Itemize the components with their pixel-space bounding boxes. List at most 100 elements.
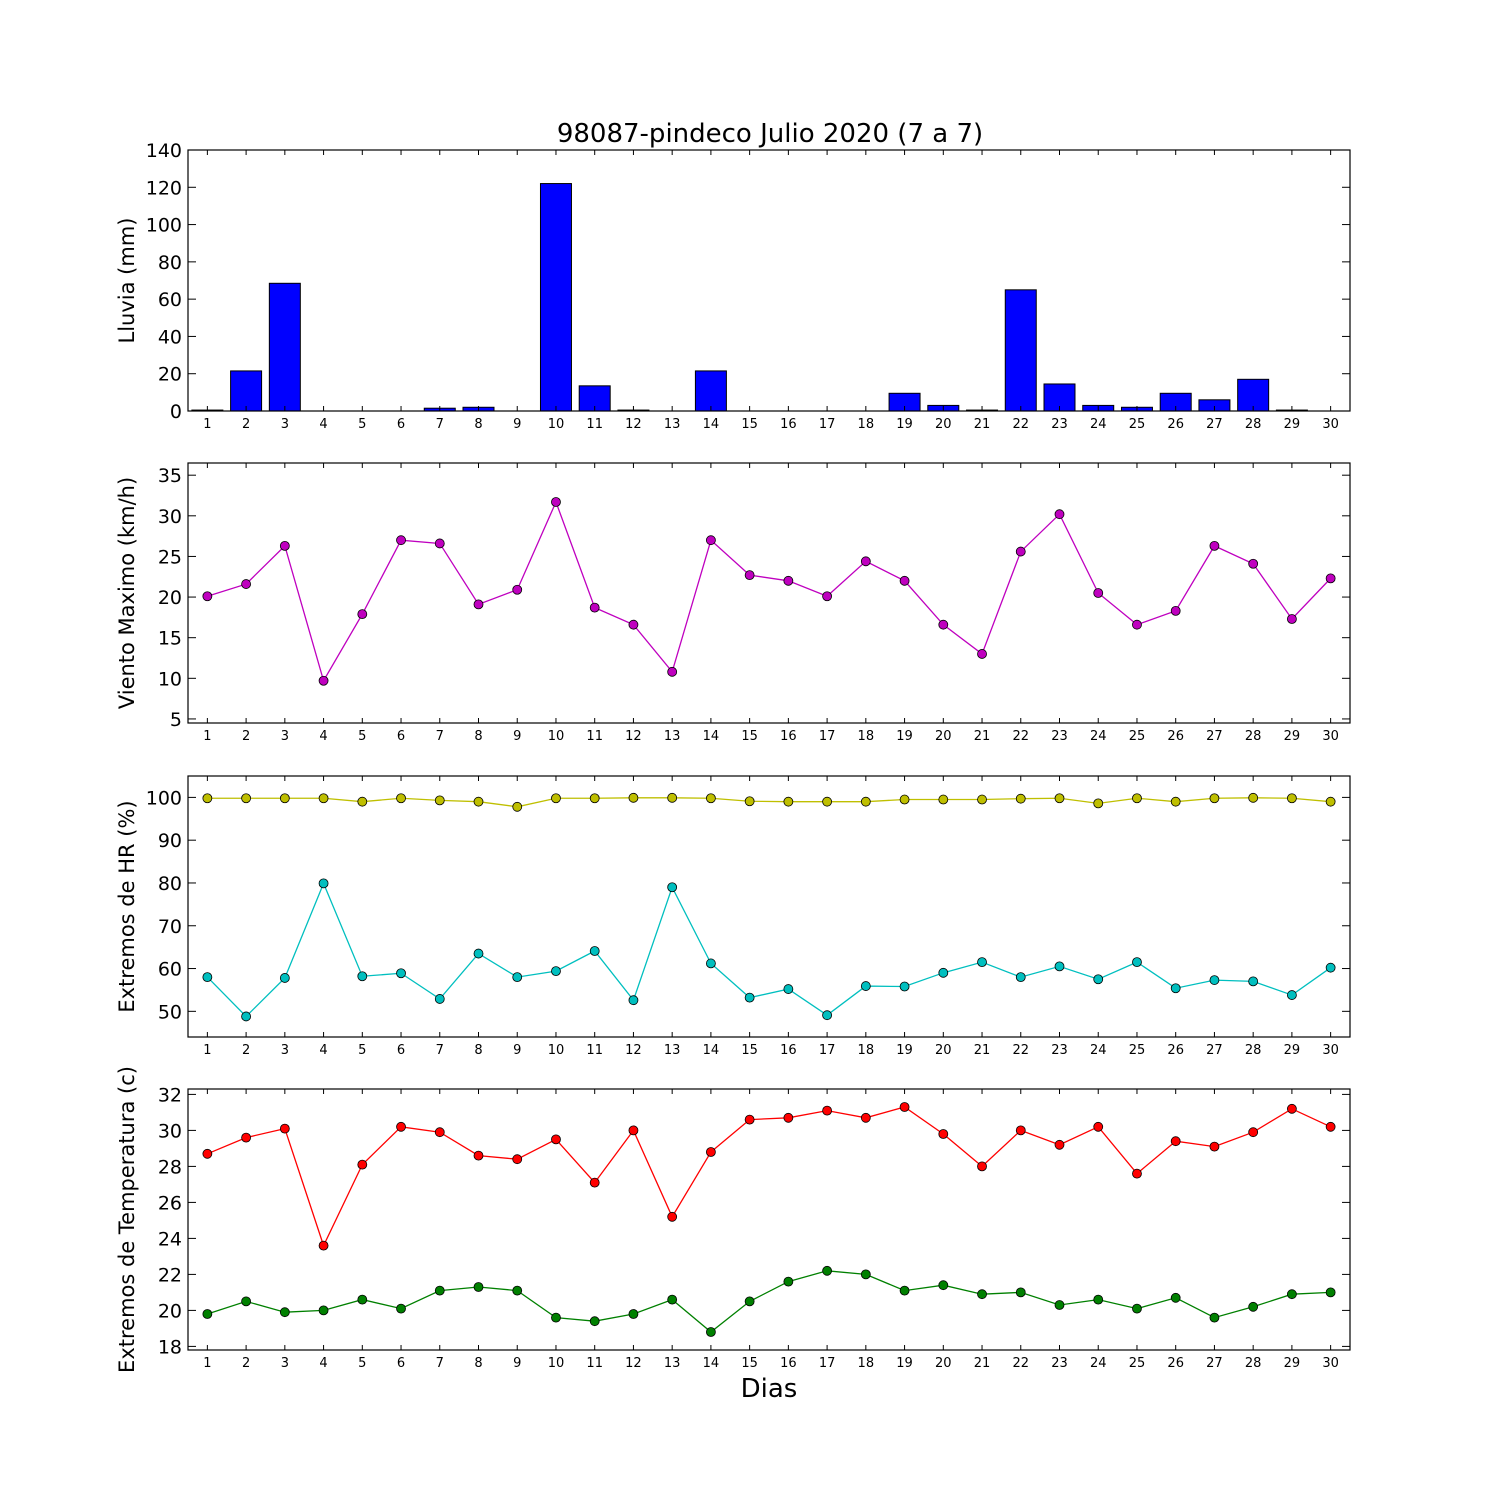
- y-tick-label: 50: [158, 1001, 182, 1023]
- x-tick-label: 7: [436, 1356, 444, 1371]
- x-tick-label: 11: [586, 417, 603, 432]
- point-4-2-day-11: [589, 1316, 600, 1327]
- axes-frame: [187, 1088, 1351, 1351]
- point-3-1-day-12: [628, 792, 639, 803]
- point-3-2-day-2: [241, 1011, 252, 1022]
- x-tick-label: 17: [819, 729, 836, 744]
- x-tick-label: 18: [858, 729, 875, 744]
- x-tick-label: 6: [397, 417, 405, 432]
- x-tick-label: 16: [780, 729, 797, 744]
- x-tick-label: 8: [474, 1356, 482, 1371]
- point-4-1-day-19: [899, 1102, 910, 1112]
- series-line-4-1: [207, 1106, 1331, 1248]
- y-tick-label: 18: [158, 1336, 182, 1358]
- x-tick-label: 16: [780, 1043, 797, 1058]
- x-tick-label: 3: [281, 729, 289, 744]
- point-2-1-day-22: [1015, 546, 1026, 557]
- x-tick-label: 5: [358, 1043, 366, 1058]
- x-tick-label: 14: [703, 1356, 720, 1371]
- point-4-2-day-28: [1248, 1301, 1259, 1312]
- point-4-1-day-29: [1287, 1103, 1297, 1114]
- point-4-1-day-18: [860, 1112, 871, 1123]
- point-3-2-day-11: [589, 946, 600, 956]
- x-tick-label: 4: [319, 729, 327, 744]
- point-4-2-day-1: [202, 1309, 213, 1319]
- y-tick-label: 40: [158, 326, 182, 348]
- y-tick-label: 70: [158, 916, 182, 938]
- x-tick-label: 22: [1012, 417, 1029, 432]
- x-tick-label: 13: [664, 729, 681, 744]
- point-4-1-day-7: [434, 1127, 445, 1138]
- point-4-2-day-29: [1287, 1289, 1297, 1300]
- x-tick-label: 21: [974, 1043, 991, 1058]
- point-3-2-day-20: [938, 967, 949, 978]
- point-3-2-day-29: [1287, 990, 1297, 1000]
- x-tick-label: 1: [203, 1356, 211, 1371]
- point-4-2-day-19: [899, 1285, 910, 1296]
- y-tick-label: 20: [158, 364, 182, 386]
- x-tick-label: 27: [1206, 729, 1223, 744]
- point-3-2-day-22: [1015, 972, 1026, 982]
- x-tick-label: 26: [1167, 729, 1184, 744]
- x-tick-label: 9: [513, 1043, 521, 1058]
- x-tick-label: 1: [203, 417, 211, 432]
- point-2-1-day-3: [279, 540, 290, 551]
- x-tick-label: 16: [780, 1356, 797, 1371]
- point-3-1-day-17: [822, 796, 832, 807]
- x-tick-label: 3: [281, 1356, 289, 1371]
- x-tick-label: 2: [242, 1356, 250, 1371]
- series-line-3-1: [207, 797, 1331, 808]
- point-4-2-day-15: [744, 1296, 755, 1307]
- point-4-2-day-18: [860, 1269, 871, 1280]
- x-tick-label: 30: [1322, 1043, 1339, 1058]
- point-4-1-day-3: [279, 1123, 290, 1134]
- point-2-1-day-27: [1209, 540, 1220, 551]
- point-2-1-day-13: [667, 666, 678, 677]
- x-tick-label: 12: [625, 417, 642, 432]
- y-tick-label: 80: [158, 873, 182, 895]
- point-4-2-day-30: [1325, 1287, 1336, 1298]
- point-4-2-day-22: [1015, 1287, 1026, 1298]
- y-tick-label: 100: [146, 787, 182, 809]
- point-4-1-day-25: [1132, 1168, 1142, 1179]
- x-tick-label: 19: [896, 729, 913, 744]
- point-2-1-day-10: [551, 497, 561, 507]
- point-4-1-day-23: [1054, 1139, 1065, 1150]
- axes-frame: [187, 775, 1351, 1038]
- y-tick-label: 60: [158, 959, 182, 981]
- x-axis-label: Dias: [741, 1374, 798, 1404]
- point-3-2-day-3: [279, 973, 290, 983]
- x-tick-label: 23: [1051, 729, 1068, 744]
- x-tick-label: 3: [281, 1043, 289, 1058]
- x-tick-label: 17: [819, 1043, 836, 1058]
- x-tick-label: 13: [664, 1043, 681, 1058]
- point-4-1-day-28: [1248, 1127, 1259, 1138]
- point-3-2-day-6: [396, 968, 406, 979]
- point-4-2-day-13: [667, 1294, 678, 1305]
- point-4-2-day-10: [551, 1312, 561, 1323]
- y-tick-label: 30: [158, 1120, 182, 1142]
- point-3-1-day-7: [434, 795, 445, 806]
- x-tick-label: 2: [242, 729, 250, 744]
- point-3-1-day-28: [1248, 792, 1259, 803]
- x-tick-label: 24: [1090, 1356, 1107, 1371]
- point-3-1-day-26: [1170, 796, 1181, 807]
- x-tick-label: 10: [548, 417, 565, 432]
- point-3-1-day-18: [860, 796, 871, 807]
- point-2-1-day-17: [822, 591, 832, 602]
- point-3-2-day-12: [628, 995, 639, 1006]
- x-tick-label: 18: [858, 1043, 875, 1058]
- x-tick-label: 6: [397, 1356, 405, 1371]
- x-tick-label: 8: [474, 417, 482, 432]
- x-tick-label: 4: [319, 417, 327, 432]
- point-3-2-day-7: [434, 994, 445, 1004]
- point-4-2-day-7: [434, 1285, 445, 1296]
- x-tick-label: 14: [703, 417, 720, 432]
- point-3-1-day-23: [1054, 793, 1065, 804]
- point-3-2-day-16: [783, 984, 794, 994]
- y-tick-label: 28: [158, 1156, 182, 1178]
- point-3-2-day-19: [899, 981, 910, 992]
- x-tick-label: 1: [203, 729, 211, 744]
- series-line-4-2: [207, 1270, 1331, 1333]
